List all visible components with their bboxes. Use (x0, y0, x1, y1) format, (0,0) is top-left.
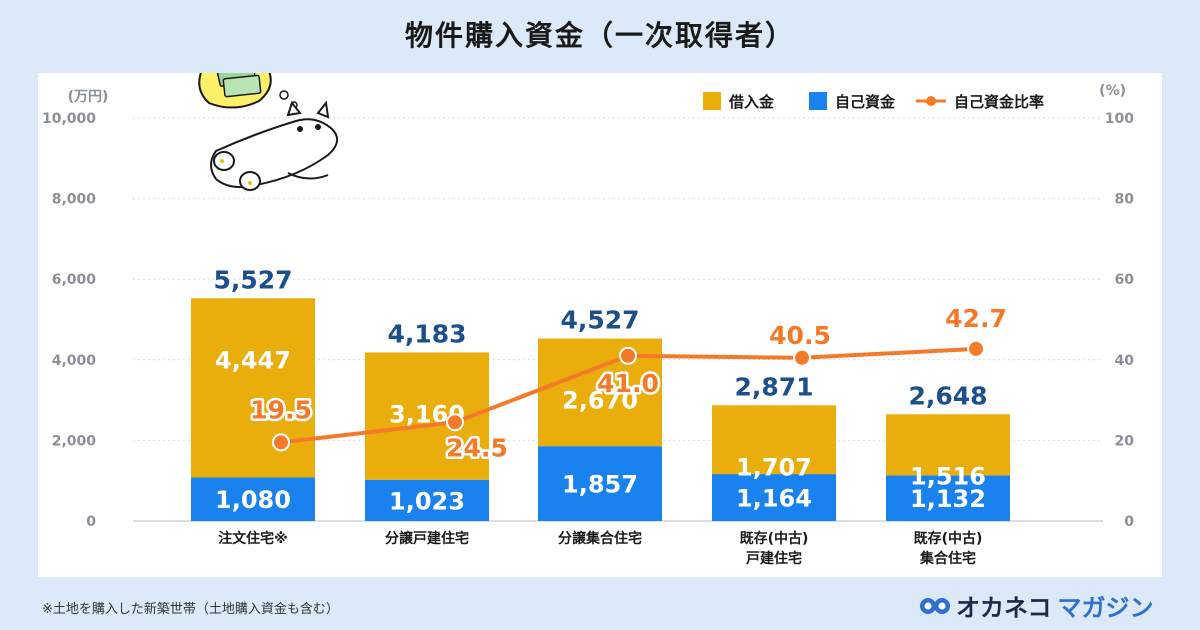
owl-eyes-icon (920, 597, 950, 614)
bar-own (365, 479, 489, 521)
logo-text-secondary: マガジン (1057, 594, 1154, 622)
y-left-tick-label: 2,000 (52, 433, 97, 449)
ratio-label: 41.0 (597, 369, 659, 398)
bar-total-label: 5,527 (213, 265, 292, 294)
category-label: 分譲戸建住宅 (385, 530, 469, 547)
legend-label-loan: 借入金 (728, 93, 775, 111)
y-left-tick-label: 4,000 (52, 353, 97, 369)
category-label: 集合住宅 (919, 550, 976, 567)
ratio-point (619, 346, 637, 365)
y-right-unit: (%) (1099, 83, 1126, 99)
bar-total-label: 2,648 (908, 381, 987, 410)
ratio-label: 42.7 (945, 304, 1007, 333)
y-left-tick-label: 10,000 (42, 111, 96, 127)
y-right-tick-label: 40 (1115, 353, 1135, 369)
legend-marker-ratio (926, 96, 936, 106)
bar-own (886, 475, 1010, 521)
bar-total-label: 4,183 (387, 319, 466, 348)
y-left-unit: (万円) (68, 89, 109, 105)
ratio-label: 19.5 (250, 395, 312, 424)
chart-svg: 0 2,000 4,000 6,000 8,000 10,000 0 20 40 60 80 100 (… (42, 73, 1135, 567)
bar-total-label: 2,871 (734, 372, 813, 401)
bar-own (191, 477, 315, 521)
legend-swatch-own (809, 92, 827, 110)
bar-own-label: 1,164 (736, 485, 812, 513)
category-label: 注文住宅※ (218, 530, 288, 547)
y-right-tick-label: 100 (1105, 111, 1134, 127)
bar-loan-label: 1,516 (910, 462, 986, 490)
bar-loan (886, 414, 1010, 476)
bar-own (538, 446, 662, 521)
bar-loan-label: 1,707 (736, 453, 812, 481)
bar-loan (712, 405, 836, 475)
y-left-tick-label: 6,000 (52, 272, 97, 288)
y-left-tick-label: 0 (86, 514, 96, 530)
ratio-point (967, 339, 985, 358)
chart-panel: 0 2,000 4,000 6,000 8,000 10,000 0 20 40 60 80 100 (… (38, 73, 1162, 577)
bar-own (712, 474, 836, 521)
y-left-tick-label: 8,000 (52, 192, 97, 208)
ratio-label: 40.5 (769, 321, 831, 350)
bar-own-label: 1,080 (215, 486, 291, 514)
ratio-point (793, 348, 811, 367)
footnote: ※土地を購入した新築世帯（土地購入資金も含む） (42, 602, 339, 617)
cat-dreaming-of-money-icon (198, 73, 339, 191)
y-right-tick-label: 60 (1115, 272, 1135, 288)
y-right-tick-label: 0 (1124, 514, 1134, 530)
legend-label-own: 自己資金 (835, 93, 896, 111)
bar-loan-label: 2,670 (562, 387, 638, 415)
bar-total-label: 4,527 (560, 306, 639, 335)
logo: オカネコ マガジン (920, 588, 1154, 623)
bar-own-label: 1,857 (562, 471, 638, 499)
category-label: 分譲集合住宅 (558, 530, 642, 547)
bar-own-label: 1,023 (389, 487, 465, 515)
y-right-tick-label: 80 (1115, 192, 1135, 208)
ratio-label: 24.5 (446, 433, 508, 462)
logo-text-primary: オカネコ (956, 594, 1052, 622)
category-label: 戸建住宅 (746, 550, 802, 567)
y-right-tick-label: 20 (1115, 433, 1135, 449)
legend-label-ratio: 自己資金比率 (954, 93, 1044, 111)
ratio-point (272, 433, 290, 452)
bar-loan (191, 298, 315, 478)
category-label: 既存(中古) (914, 530, 983, 547)
category-label: 既存(中古) (740, 530, 809, 547)
chart-title: 物件購入資金（一次取得者） (404, 19, 795, 52)
bar-loan-label: 4,447 (215, 346, 291, 374)
ratio-point (446, 413, 464, 432)
bar-own-label: 1,132 (910, 485, 986, 513)
legend-swatch-loan (703, 92, 721, 110)
